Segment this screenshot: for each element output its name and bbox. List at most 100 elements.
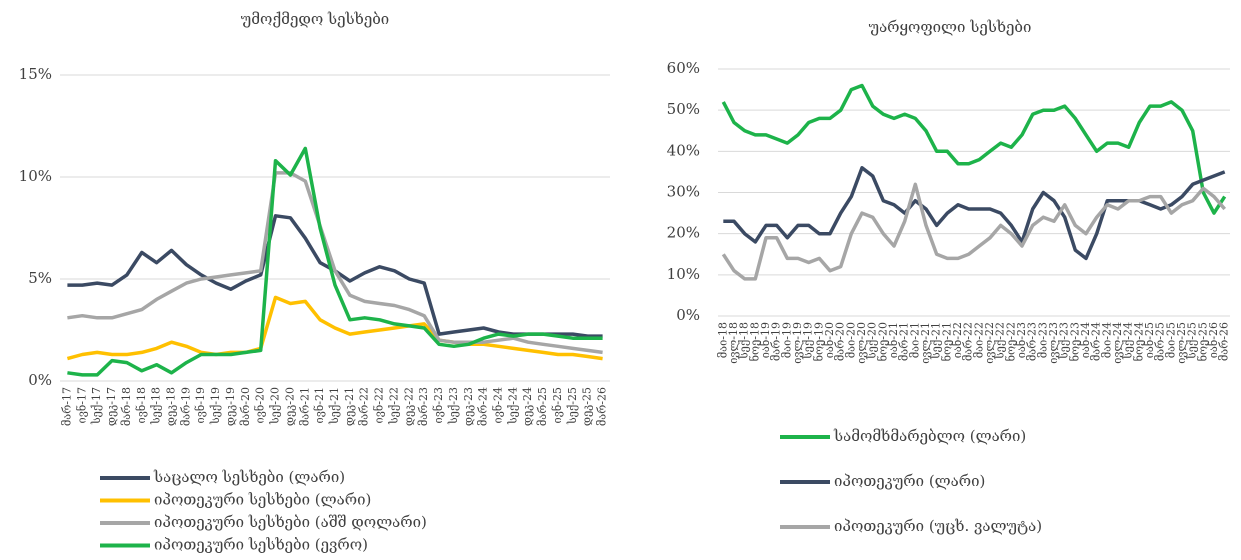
x-tick-label: მარ-24 [1090, 322, 1103, 361]
x-tick-label: იან-26 [1207, 322, 1220, 358]
x-tick-label: დეკ-25 [581, 387, 594, 426]
x-tick-label: იან-22 [951, 322, 964, 358]
x-tick-label: მარ-26 [596, 387, 609, 426]
x-tick-label: მაი-25 [1164, 322, 1177, 358]
x-tick-label: მარ-21 [898, 322, 911, 361]
x-tick-label: მაი-19 [780, 322, 793, 358]
x-tick-label: მარ-19 [179, 387, 192, 426]
x-tick-label: მარ-21 [298, 387, 311, 426]
chart-title: უარყოფილი სესხები [869, 18, 1032, 36]
x-tick-label: სექ-18 [150, 387, 163, 425]
x-tick-label: დეკ-23 [462, 387, 475, 426]
x-tick-label: მაი-21 [908, 322, 921, 358]
x-tick-label: მარ-24 [477, 387, 490, 426]
series-line [67, 171, 603, 355]
x-tick-label: მარ-23 [1026, 322, 1039, 361]
x-tick-label: სექ-25 [566, 387, 579, 425]
y-tick-label: 10% [667, 265, 700, 283]
x-tick-label: ივლ-20 [855, 322, 868, 364]
x-tick-label: მარ-18 [120, 387, 133, 426]
x-tick-label: იან-21 [887, 322, 900, 358]
legend-label: იპოთეკური (უცხ. ვალუტა) [834, 517, 1042, 535]
x-tick-label: ივნ-25 [551, 387, 564, 423]
x-tick-label: ნოე-20 [876, 322, 889, 361]
x-tick-label: ივნ-22 [373, 387, 386, 423]
x-tick-label: იან-19 [759, 322, 772, 358]
x-tick-label: ივლ-19 [791, 322, 804, 364]
x-tick-label: მარ-17 [60, 387, 73, 426]
x-tick-label: მაი-24 [1100, 322, 1113, 358]
x-tick-label: მაი-23 [1036, 322, 1049, 358]
x-tick-label: იან-25 [1143, 322, 1156, 358]
x-tick-label: სექ-20 [269, 387, 282, 425]
x-tick-label: მარ-25 [1154, 322, 1167, 361]
x-tick-label: ივნ-17 [75, 387, 88, 423]
x-tick-label: მარ-23 [417, 387, 430, 426]
x-tick-label: სექ-17 [90, 387, 103, 425]
x-tick-label: იან-24 [1079, 322, 1092, 358]
x-tick-label: ივნ-20 [254, 387, 267, 423]
x-tick-label: სექ-24 [506, 387, 519, 425]
x-tick-label: მაი-18 [716, 322, 729, 358]
legend-label: იპოთეკური სესხები (აშშ დოლარი) [154, 513, 427, 531]
series-line [67, 214, 603, 338]
x-tick-label: მარ-22 [962, 322, 975, 361]
x-tick-label: დეკ-19 [224, 387, 237, 426]
x-tick-label: მაი-20 [844, 322, 857, 358]
x-tick-label: მარ-20 [239, 387, 252, 426]
x-tick-label: სექ-19 [802, 322, 815, 360]
x-tick-label: სექ-20 [866, 322, 879, 360]
y-tick-label: 15% [19, 65, 52, 83]
y-tick-label: 5% [28, 269, 52, 287]
x-tick-label: მარ-22 [358, 387, 371, 426]
series-line [723, 166, 1226, 261]
x-tick-label: ნოე-19 [812, 322, 825, 361]
x-tick-label: ივნ-23 [432, 387, 445, 423]
x-tick-label: სექ-23 [1058, 322, 1071, 360]
series-line [721, 83, 1227, 215]
x-tick-label: მარ-26 [1218, 322, 1231, 361]
x-tick-label: ნოე-22 [1004, 322, 1017, 361]
x-tick-label: სექ-22 [994, 322, 1007, 360]
y-tick-label: 10% [19, 167, 52, 185]
x-tick-label: სექ-21 [930, 322, 943, 360]
series-line [67, 146, 603, 377]
x-tick-label: სექ-23 [447, 387, 460, 425]
x-tick-label: ივლ-25 [1175, 322, 1188, 364]
x-tick-label: ივნ-21 [313, 387, 326, 423]
x-tick-label: დეკ-22 [402, 387, 415, 426]
x-tick-label: ნოე-21 [940, 322, 953, 361]
x-tick-label: მარ-20 [834, 322, 847, 361]
x-tick-label: სექ-25 [1186, 322, 1199, 360]
x-tick-label: სექ-18 [738, 322, 751, 360]
y-tick-label: 30% [667, 183, 700, 201]
x-tick-label: ივლ-21 [919, 322, 932, 364]
y-tick-label: 40% [667, 141, 700, 159]
x-tick-label: სექ-19 [209, 387, 222, 425]
x-tick-label: დეკ-20 [283, 387, 296, 426]
x-tick-label: ივლ-24 [1111, 322, 1124, 364]
x-tick-label: დეკ-21 [343, 387, 356, 426]
x-tick-label: დეკ-17 [105, 387, 118, 426]
x-tick-label: ნოე-24 [1132, 322, 1145, 361]
legend-label: საცალო სესხები (ლარი) [153, 468, 345, 486]
legend-label: სამომხმარებლო (ლარი) [833, 427, 1026, 445]
chart-title: უმოქმედო სესხები [241, 10, 389, 28]
x-tick-label: ივნ-24 [492, 387, 505, 423]
x-tick-label: სექ-22 [387, 387, 400, 425]
y-tick-label: 20% [667, 224, 700, 242]
x-tick-label: დეკ-24 [521, 387, 534, 426]
series-line [66, 295, 603, 361]
x-tick-label: იან-23 [1015, 322, 1028, 358]
x-tick-label: იან-20 [823, 322, 836, 358]
x-tick-label: მარ-25 [536, 387, 549, 426]
x-tick-label: ივლ-22 [983, 322, 996, 364]
x-tick-label: ნოე-25 [1196, 322, 1209, 361]
y-tick-label: 0% [676, 306, 700, 324]
x-tick-label: ნოე-23 [1068, 322, 1081, 361]
x-tick-label: ივლ-18 [727, 322, 740, 364]
legend-label: იპოთეკური სესხები (ევრო) [154, 536, 368, 554]
legend-label: იპოთეკური სესხები (ლარი) [154, 491, 371, 509]
x-tick-label: ივნ-18 [135, 387, 148, 423]
x-tick-label: ნოე-18 [748, 322, 761, 361]
